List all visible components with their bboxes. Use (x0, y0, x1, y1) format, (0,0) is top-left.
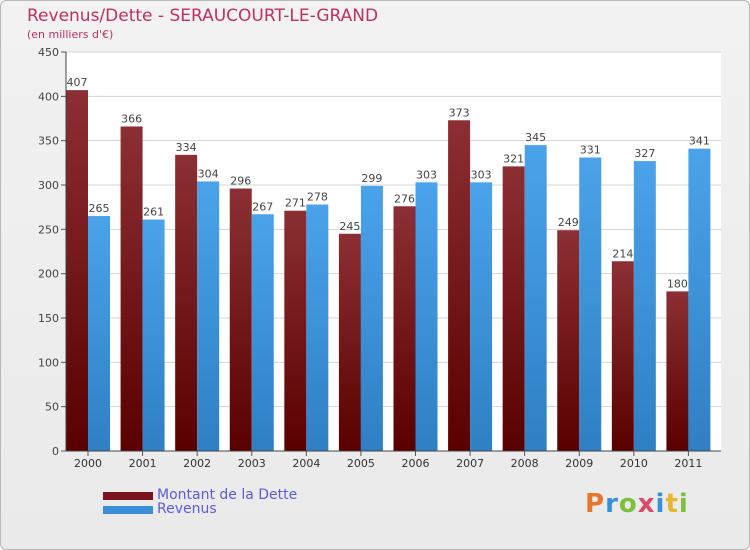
y-tick-label: 450 (38, 46, 59, 59)
data-label: 245 (339, 220, 360, 233)
y-tick-label: 50 (45, 401, 59, 414)
data-label: 278 (307, 191, 328, 204)
x-tick-label: 2007 (456, 457, 484, 470)
x-tick-label: 2004 (292, 457, 320, 470)
revenue-bar (470, 182, 493, 451)
y-tick-label: 400 (38, 90, 59, 103)
revenue-bar (88, 216, 110, 451)
debt-bar (175, 154, 198, 451)
y-tick-label: 0 (52, 445, 59, 458)
x-tick-label: 2002 (183, 457, 211, 470)
data-label: 345 (525, 131, 546, 144)
debt-bar (502, 166, 525, 451)
data-label: 366 (121, 112, 142, 125)
y-tick-label: 200 (38, 268, 59, 281)
x-tick-label: 2010 (620, 457, 648, 470)
logo-letter: r (605, 489, 619, 519)
data-label: 331 (580, 144, 601, 157)
debt-bar (666, 291, 689, 451)
data-label: 249 (558, 216, 579, 229)
y-tick-label: 100 (38, 356, 59, 369)
data-label: 407 (67, 76, 88, 89)
data-label: 276 (394, 192, 415, 205)
data-label: 304 (198, 167, 219, 180)
data-label: 334 (176, 141, 197, 154)
debt-bar (120, 126, 143, 451)
logo-letter: P (585, 489, 606, 519)
x-tick-label: 2000 (74, 457, 102, 470)
data-label: 271 (285, 197, 306, 210)
debt-bar (557, 230, 580, 451)
debt-bar (393, 206, 416, 451)
revenue-bar (415, 182, 438, 451)
revenue-bar (306, 204, 329, 451)
y-tick-label: 250 (38, 223, 59, 236)
chart-title: Revenus/Dette - SERAUCOURT-LE-GRAND (27, 6, 379, 26)
data-label: 214 (612, 247, 633, 260)
x-tick-label: 2011 (674, 457, 702, 470)
proxiti-logo: Proxiti (585, 489, 689, 519)
logo-letter: i (655, 489, 666, 519)
revenue-bar (688, 148, 711, 451)
debt-bar (448, 120, 471, 452)
revenue-bar (524, 145, 547, 451)
data-label: 180 (667, 277, 688, 290)
data-label: 303 (471, 168, 492, 181)
debt-bar (66, 90, 88, 452)
chart-subtitle: (en milliers d'€) (27, 28, 114, 41)
debt-bar (284, 210, 307, 451)
data-label: 265 (89, 202, 110, 215)
data-label: 373 (449, 106, 470, 119)
data-label: 261 (143, 206, 164, 219)
y-tick-label: 150 (38, 312, 59, 325)
data-label: 341 (689, 135, 710, 148)
revenue-bar (360, 185, 383, 452)
x-tick-label: 2001 (129, 457, 157, 470)
logo-letter: i (678, 489, 689, 519)
y-tick-label: 350 (38, 135, 59, 148)
debt-bar (611, 261, 634, 451)
x-tick-label: 2009 (565, 457, 593, 470)
y-tick-label: 300 (38, 179, 59, 192)
legend-label-revenue: Revenus (157, 501, 217, 517)
revenue-bar (633, 161, 656, 451)
x-tick-label: 2005 (347, 457, 375, 470)
legend-swatch-debt (103, 492, 153, 500)
data-label: 296 (230, 175, 251, 188)
x-tick-label: 2008 (511, 457, 539, 470)
legend-label-debt: Montant de la Dette (157, 487, 298, 503)
debt-bar (338, 233, 361, 451)
data-label: 303 (416, 168, 437, 181)
revenue-bar (251, 214, 274, 451)
data-label: 267 (252, 200, 273, 213)
revenue-bar (579, 157, 602, 451)
data-label: 327 (634, 147, 655, 160)
data-label: 321 (503, 152, 524, 165)
logo-letter: o (618, 489, 638, 519)
data-label: 299 (361, 172, 382, 185)
x-tick-label: 2006 (402, 457, 430, 470)
revenue-bar (197, 181, 220, 451)
logo-letter: t (665, 489, 679, 519)
revenue-bar (142, 219, 165, 451)
debt-bar (229, 188, 252, 451)
x-tick-label: 2003 (238, 457, 266, 470)
logo-letter: x (637, 489, 656, 519)
legend-swatch-revenue (103, 506, 153, 514)
